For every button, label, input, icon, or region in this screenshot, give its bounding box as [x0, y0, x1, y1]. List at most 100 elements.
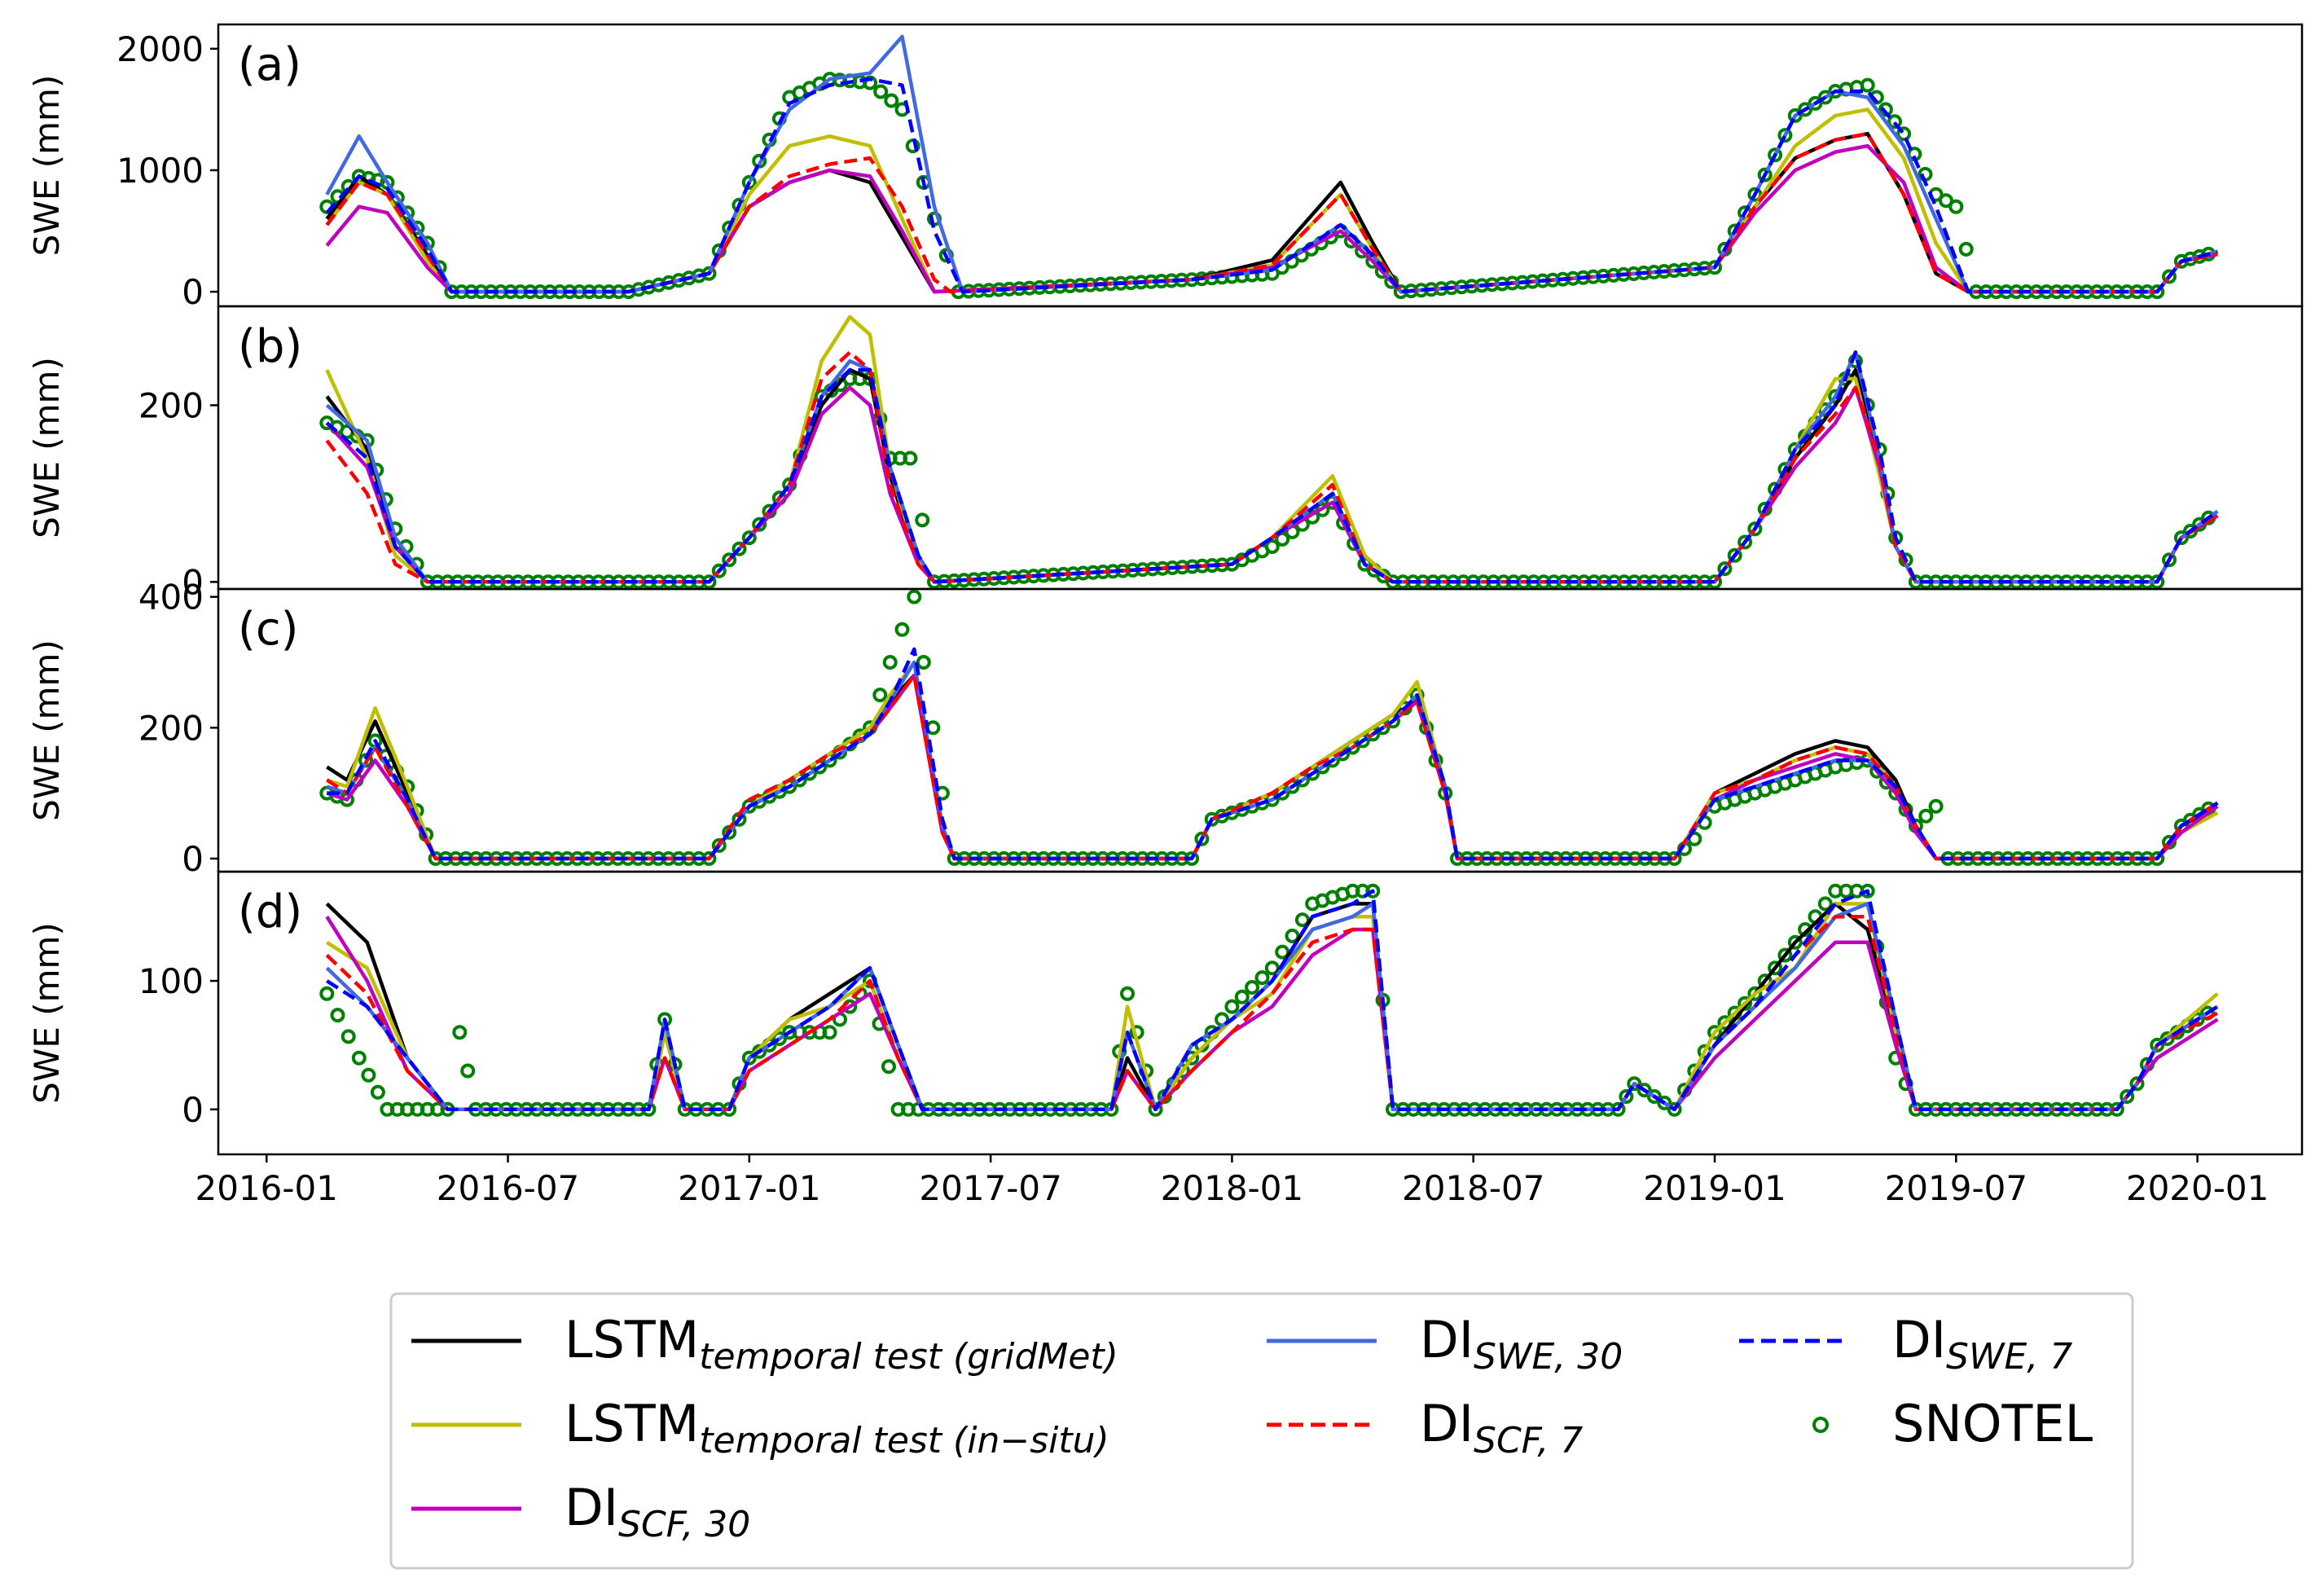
snotel-point: [822, 1025, 837, 1040]
snotel-point: [1747, 986, 1763, 1001]
legend-box: [389, 1292, 2134, 1570]
y-tick-label: 0: [182, 272, 204, 312]
x-tick-label: 2019-07: [1885, 1168, 2028, 1208]
snotel-point: [351, 1050, 367, 1066]
snotel-point: [1646, 1089, 1662, 1104]
series-di_swe_30: [325, 350, 2219, 584]
panel-frame: [217, 870, 2304, 1156]
legend-item-lstm_gridmet: LSTMtemporal test (gridMet): [411, 1310, 1118, 1378]
snotel-point: [881, 1059, 896, 1075]
series-di_swe_30: [325, 34, 2218, 294]
snotel-point: [711, 837, 727, 853]
snotel-point: [2183, 524, 2198, 538]
snotel-point: [2129, 1076, 2145, 1092]
series-lstm_gridmet: [326, 673, 2219, 861]
series-di_scf_30: [325, 916, 2219, 1112]
y-axis-label: SWE (mm): [27, 639, 67, 821]
snotel-point: [741, 530, 757, 546]
snotel-point: [1727, 547, 1742, 563]
legend-label: LSTMtemporal test (in−situ): [565, 1394, 1109, 1461]
x-tick-label: 2017-01: [678, 1168, 821, 1208]
snotel-point: [1928, 798, 1944, 814]
y-axis-label: SWE (mm): [27, 922, 67, 1104]
snotel-point: [741, 1050, 757, 1066]
snotel-point: [1738, 534, 1753, 550]
snotel-point: [1636, 1083, 1652, 1098]
legend-label: DISCF, 7: [1420, 1394, 1583, 1461]
y-tick-label: 400: [138, 578, 204, 618]
snotel-point: [1275, 944, 1290, 960]
snotel-point: [1194, 831, 1210, 846]
y-axis-label: SWE (mm): [27, 357, 67, 538]
snotel-point: [1619, 1089, 1634, 1104]
legend-item-di_swe_30: DISWE, 30: [1267, 1310, 1623, 1378]
legend-label: SNOTEL: [1892, 1394, 2093, 1453]
snotel-point: [882, 655, 898, 670]
series-di_swe_7: [326, 889, 2219, 1112]
snotel-point: [872, 688, 888, 703]
snotel-point: [1657, 1095, 1672, 1110]
snotel-point: [752, 516, 767, 532]
y-axis-label: SWE (mm): [27, 75, 67, 257]
snotel-point: [1777, 128, 1793, 143]
snotel-point: [1707, 1025, 1722, 1040]
y-tick-label: 0: [182, 839, 204, 879]
snotel-point: [460, 1063, 476, 1079]
snotel-point: [894, 622, 910, 637]
snotel-point: [340, 1029, 356, 1044]
series-lstm_gridmet: [325, 367, 2219, 584]
legend-item-lstm_insitu: LSTMtemporal test (in−situ): [411, 1394, 1109, 1461]
snotel-point: [370, 1084, 385, 1100]
snotel-point: [903, 450, 918, 466]
x-tick-label: 2020-01: [2126, 1168, 2269, 1208]
snotel-point: [1768, 147, 1783, 163]
snotel-point: [1254, 970, 1270, 986]
x-axis: 2016-01 2016-07 2017-01 2017-07 2018-01 2018-…: [195, 1154, 2269, 1208]
series-lstm_insitu: [326, 660, 2219, 861]
panel-frame: [217, 587, 2304, 873]
legend-label: DISWE, 30: [1420, 1310, 1623, 1378]
panel-label: (c): [238, 603, 298, 656]
snotel-point: [2173, 530, 2189, 546]
panel-label: (b): [238, 320, 302, 373]
panel-2: 0 200 400 SWE (mm) (c): [27, 578, 2304, 879]
snotel-point: [907, 589, 922, 604]
snotel-point: [1918, 808, 1934, 824]
legend-item-di_scf_7: DISCF, 7: [1267, 1394, 1583, 1461]
snotel-point: [1817, 90, 1833, 105]
panel-label: (a): [238, 38, 301, 91]
snotel-point: [1264, 960, 1280, 976]
series-di_swe_7: [325, 350, 2219, 584]
snotel-point: [711, 563, 727, 578]
snotel-point: [452, 1025, 468, 1040]
panel-label: (d): [238, 886, 302, 938]
series-di_scf_30: [326, 673, 2219, 861]
x-tick-label: 2016-07: [437, 1168, 580, 1208]
legend-item-snotel: SNOTEL: [1812, 1394, 2093, 1453]
x-tick-label: 2017-07: [919, 1168, 1062, 1208]
snotel-point: [1234, 989, 1250, 1004]
snotel-point: [1860, 77, 1875, 93]
snotel-point: [2162, 552, 2177, 568]
panel-3: 0 100 SWE (mm) (d): [27, 870, 2304, 1156]
snotel-point: [1667, 1101, 1682, 1117]
series-di_scf_7: [325, 350, 2219, 584]
x-tick-label: 2018-07: [1402, 1168, 1545, 1208]
snotel-point: [1860, 883, 1875, 899]
snotel-point: [1120, 986, 1135, 1001]
snotel-point: [2162, 269, 2177, 284]
snotel-point: [1747, 187, 1763, 202]
snotel-point: [1365, 883, 1381, 899]
legend-item-di_scf_30: DISCF, 30: [411, 1478, 750, 1545]
snotel-point: [1887, 114, 1902, 130]
legend-item-di_swe_7: DISWE, 7: [1739, 1310, 2072, 1378]
legend-label: LSTMtemporal test (gridMet): [565, 1310, 1118, 1378]
snotel-point: [1717, 561, 1733, 577]
snotel-point: [1798, 102, 1813, 117]
series-di_scf_7: [325, 131, 2218, 294]
y-tick-label: 200: [138, 708, 204, 748]
series-snotel: [319, 589, 2216, 866]
snotel-point: [1285, 928, 1300, 943]
snotel-point: [2150, 1037, 2165, 1053]
